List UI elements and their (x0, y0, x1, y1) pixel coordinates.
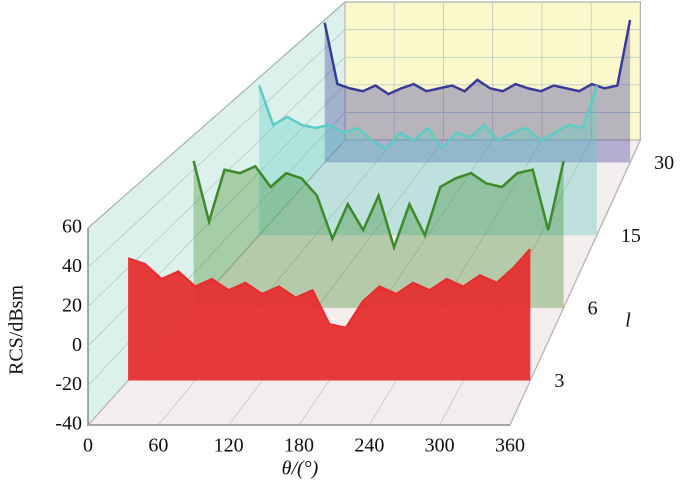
x-tick-label: 300 (425, 435, 455, 457)
z-axis-label: l (625, 310, 631, 332)
y-tick-label: -20 (55, 373, 82, 395)
grid-line (509, 2, 641, 426)
x-tick-label: 60 (148, 435, 168, 457)
y-tick-label: 0 (72, 334, 82, 356)
series-line (323, 19, 632, 96)
series-area (324, 19, 631, 163)
series-line (192, 160, 565, 252)
x-tick-label: 360 (495, 435, 525, 457)
plot: -40-200204060060120180240300360303015156… (55, 0, 674, 457)
x-tick-label: 120 (214, 435, 244, 457)
series-area (259, 85, 597, 236)
x-axis-label: θ/(°) (282, 458, 319, 480)
y-tick-label: 40 (62, 255, 82, 277)
y-tick-label: -40 (55, 413, 82, 435)
y-tick-label: 20 (62, 294, 82, 316)
z-tick-label: 30 (654, 152, 674, 174)
z-tick-label: 3 (554, 370, 564, 392)
x-tick-label: 0 (83, 435, 93, 457)
series-line (127, 248, 532, 330)
x-tick-label: 180 (284, 435, 314, 457)
series-area (193, 161, 564, 308)
z-tick-label: 6 (588, 297, 598, 319)
series-line (257, 85, 599, 151)
y-axis-label: RCS/dBsm (6, 285, 28, 375)
series-area (128, 249, 531, 381)
z-tick-label: 15 (621, 225, 641, 247)
x-tick-label: 240 (354, 435, 384, 457)
y-tick-label: 60 (62, 216, 82, 238)
